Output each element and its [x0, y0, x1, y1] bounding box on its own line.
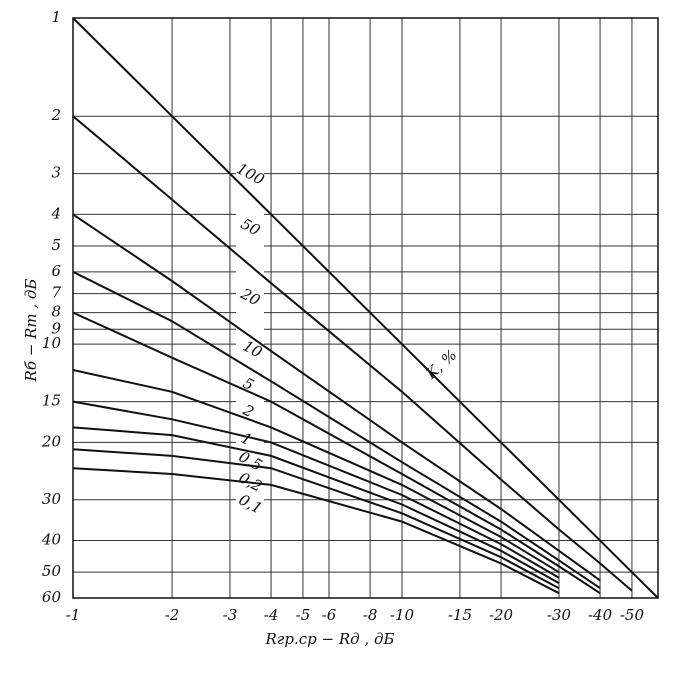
y-tick-label: 9 — [51, 319, 61, 337]
x-tick-label: -4 — [264, 606, 279, 624]
y-axis-label: Rб − Rm , дБ — [22, 279, 40, 383]
x-axis-label: Rгр.ср − Rд , дБ — [265, 630, 395, 648]
label-backdrop — [236, 160, 264, 515]
x-tick-label: -20 — [489, 606, 514, 624]
x-tick-label: -8 — [363, 606, 378, 624]
x-tick-label: -3 — [223, 606, 238, 624]
y-tick-label: 5 — [51, 236, 61, 254]
x-tick-label: -50 — [620, 606, 645, 624]
y-tick-label: 30 — [42, 490, 62, 508]
x-tick-label: -6 — [322, 606, 337, 624]
y-tick-label: 4 — [50, 204, 61, 222]
x-tick-label: -1 — [66, 606, 81, 624]
curve — [72, 115, 633, 592]
plot-frame — [72, 17, 659, 599]
y-tick-label: 8 — [51, 303, 61, 321]
x-tick-label: -2 — [165, 606, 180, 624]
x-tick-label: -10 — [390, 606, 415, 624]
curve — [72, 213, 601, 582]
curve — [72, 448, 560, 590]
y-tick-label: 40 — [41, 531, 62, 549]
curve — [72, 467, 560, 595]
x-tick-label: -30 — [547, 606, 572, 624]
y-tick-label: 1 — [51, 8, 61, 26]
curve — [72, 311, 601, 595]
y-tick-label: 20 — [41, 432, 62, 450]
curve — [72, 17, 659, 599]
y-tick-label: 6 — [51, 262, 61, 280]
y-tick-label: 2 — [50, 106, 61, 124]
y-tick-label: 3 — [51, 164, 61, 182]
curve — [72, 369, 560, 574]
y-tick-label: 10 — [42, 334, 62, 352]
curve — [72, 270, 601, 590]
x-tick-label: -15 — [448, 606, 472, 624]
curve — [72, 426, 560, 584]
y-tick-label: 50 — [42, 562, 62, 580]
y-tick-label: 60 — [42, 588, 62, 606]
y-tick-label: 15 — [42, 392, 61, 410]
x-tick-label: -5 — [296, 606, 311, 624]
x-tick-label: -40 — [588, 606, 613, 624]
curve — [72, 400, 560, 579]
y-tick-label: 7 — [51, 284, 61, 302]
